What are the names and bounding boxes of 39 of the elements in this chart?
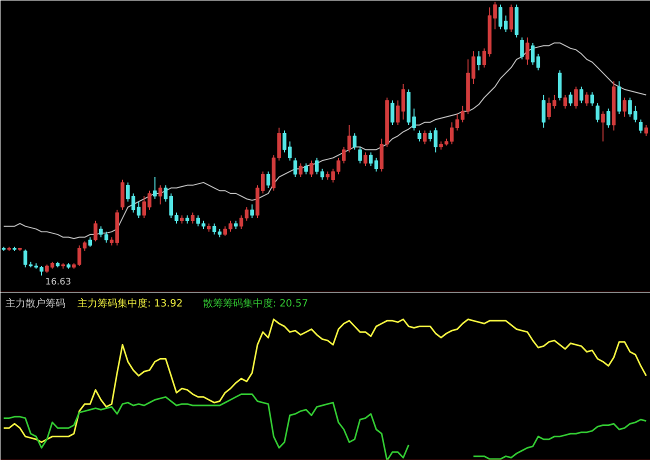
- candlestick: [542, 94, 546, 128]
- candlestick: [190, 212, 195, 224]
- candlestick: [94, 220, 98, 242]
- candlestick: [266, 171, 270, 188]
- candlestick: [520, 36, 524, 60]
- candlestick: [601, 110, 605, 142]
- candlestick: [422, 130, 427, 145]
- candlestick: [418, 130, 422, 142]
- candlestick: [574, 86, 578, 110]
- candlestick: [580, 86, 584, 104]
- candlestick: [250, 204, 254, 219]
- candlestick: [476, 50, 481, 71]
- candlestick: [293, 157, 298, 178]
- candlestick: [310, 160, 314, 178]
- candlestick: [298, 162, 303, 178]
- candlestick: [596, 102, 600, 123]
- candlestick: [590, 92, 594, 106]
- candlestick: [509, 4, 514, 32]
- candlestick: [23, 249, 28, 268]
- candlestick: [88, 236, 92, 248]
- text: 16.63: [45, 278, 72, 288]
- chart-title: 主力散户筹码: [6, 298, 66, 310]
- candlestick: [644, 124, 648, 136]
- text: 散筹筹码集中度: 20.57: [202, 298, 308, 310]
- candlestick: [158, 184, 162, 205]
- candlestick: [584, 92, 589, 106]
- candlestick: [563, 94, 568, 110]
- candlestick: [526, 36, 530, 66]
- candlestick: [568, 92, 572, 106]
- candlestick: [606, 108, 610, 128]
- candlestick: [153, 176, 157, 200]
- text: 主力筹码集中度: 13.92: [78, 298, 183, 310]
- candlestick: [390, 100, 394, 126]
- candlestick: [358, 146, 362, 164]
- candlestick: [352, 132, 357, 150]
- candlestick: [364, 152, 368, 167]
- candlestick: [622, 97, 626, 118]
- candlestick: [304, 162, 308, 175]
- candlestick: [638, 119, 643, 134]
